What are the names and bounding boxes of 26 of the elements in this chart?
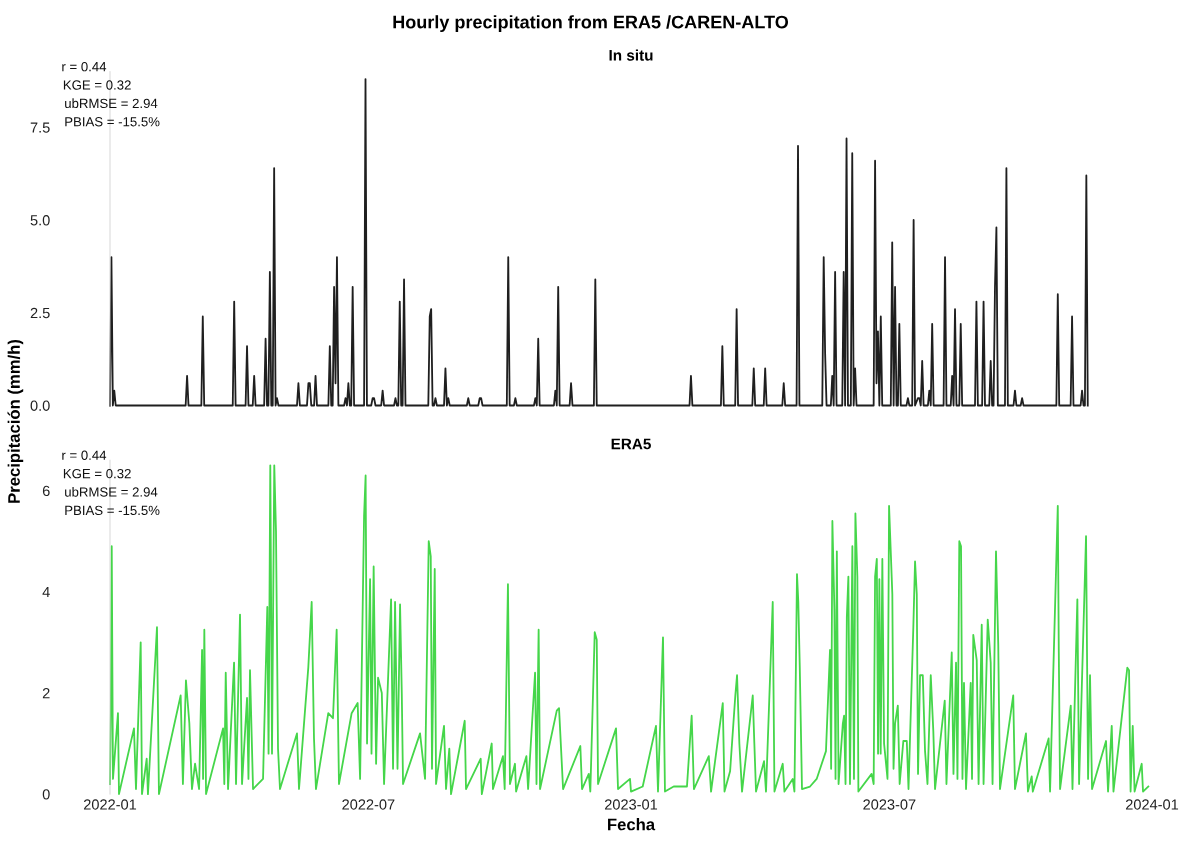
y-tick-label: 4: [42, 587, 50, 598]
x-tick-label: 2023-07: [863, 799, 916, 810]
chart-title: Hourly precipitation from ERA5 /CAREN-ALTO: [393, 15, 789, 33]
annotation: KGE = 0.32: [63, 468, 131, 479]
text: r = 0.44: [62, 450, 107, 460]
chart-subtitle: In situ: [609, 49, 653, 61]
annotation: ubRMSE = 2.94: [65, 98, 158, 109]
x-axis-title: Fecha: [608, 818, 656, 831]
x-tick-label: 2022-07: [342, 799, 395, 810]
y-tick-label: 0: [42, 789, 50, 800]
annotation: PBIAS = -15.5%: [65, 117, 160, 127]
y-tick-label: 2.5: [30, 307, 50, 319]
annotation: KGE = 0.32: [63, 80, 131, 90]
annotation: ubRMSE = 2.94: [65, 486, 158, 497]
y-tick-label: 7.5: [30, 122, 50, 133]
chart-title: ERA5: [611, 438, 651, 450]
x-tick-label: 2022-01: [83, 799, 137, 810]
y-tick-label: 2: [42, 688, 50, 699]
y-tick-label: 0.0: [30, 400, 50, 411]
x-tick-label: 2024-01: [1125, 799, 1179, 810]
text: r = 0.44: [62, 61, 107, 72]
y-tick-label: 6: [42, 485, 50, 497]
y-tick-label: 5.0: [30, 215, 50, 226]
annotation: PBIAS = -15.5%: [65, 505, 160, 516]
y-axis-title: Precipitación (mm/h): [7, 339, 24, 503]
x-tick-label: 2023-01: [604, 799, 658, 810]
